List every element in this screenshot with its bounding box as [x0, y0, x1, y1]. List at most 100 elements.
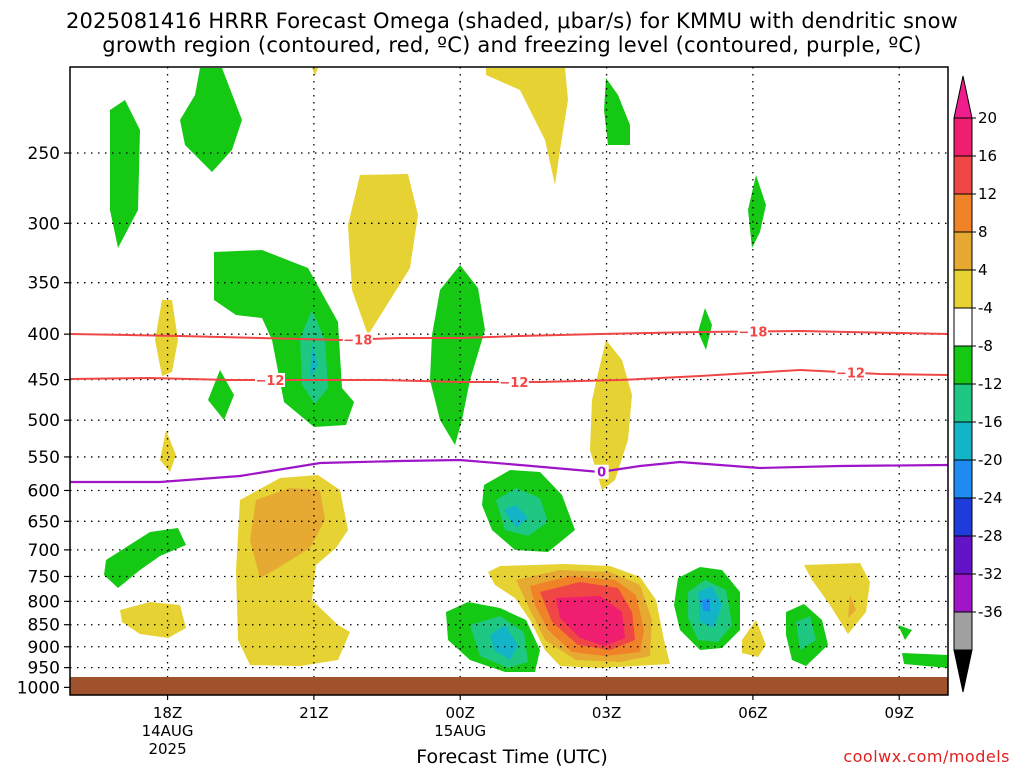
- x-tick-label: 00Z: [446, 704, 475, 722]
- colorbar-label: -24: [978, 489, 1003, 507]
- y-tick-label: 250: [28, 144, 60, 164]
- contour-label-bg: [594, 464, 609, 479]
- colorbar-label: 4: [978, 261, 988, 279]
- y-tick-label: 800: [28, 592, 60, 612]
- x-tick-date: 14AUG: [142, 722, 194, 740]
- colorbar-label: -28: [978, 527, 1003, 545]
- ground-band: [70, 677, 948, 695]
- colorbar-swatch: [953, 269, 973, 309]
- contour-label-bg: [254, 373, 285, 387]
- omega-region: [104, 528, 186, 588]
- colorbar-label: -20: [978, 451, 1003, 469]
- colorbar-swatch: [953, 231, 973, 271]
- y-tick-label: 450: [28, 371, 60, 391]
- colorbar-swatch: [953, 535, 973, 575]
- y-tick-label: 500: [28, 411, 60, 431]
- plot-frame: [69, 66, 949, 696]
- colorbar-swatch: [953, 573, 973, 613]
- omega-region: [490, 625, 518, 660]
- colorbar-swatch: [953, 155, 973, 195]
- colorbar-label: -16: [978, 413, 1003, 431]
- y-tick-label: 350: [28, 274, 60, 294]
- colorbar-swatch: [953, 307, 973, 347]
- y-tick-label: 950: [28, 659, 60, 679]
- omega-region: [180, 68, 242, 172]
- omega-region: [804, 563, 870, 634]
- colorbar-label: 12: [978, 185, 997, 203]
- colorbar: 20 16 12 8 4 -4 -8 -12 -16 -20 -24 -28 -32 -36: [953, 75, 1003, 693]
- y-tick-label: 400: [28, 325, 60, 345]
- omega-region: [796, 616, 816, 650]
- x-tick-label: 03Z: [592, 704, 621, 722]
- y-tick-label: 300: [28, 214, 60, 234]
- omega-region: [590, 340, 632, 490]
- x-tick-date: 15AUG: [434, 722, 486, 740]
- x-tick-label: 06Z: [738, 704, 767, 722]
- chart-title-line1: 2025081416 HRRR Forecast Omega (shaded, …: [65, 9, 959, 33]
- omega-region: [486, 68, 568, 185]
- contour-label: −12: [255, 374, 284, 389]
- x-tick-label: 18Z: [153, 704, 182, 722]
- colorbar-label: -12: [978, 375, 1003, 393]
- chart-title-line2: growth region (contoured, red, ºC) and f…: [102, 33, 922, 57]
- omega-region: [702, 598, 710, 612]
- contour-label: 0: [597, 466, 606, 481]
- y-tick-label: 750: [28, 567, 60, 587]
- colorbar-swatch: [953, 117, 973, 157]
- y-tick-label: 550: [28, 448, 60, 468]
- x-tick-label: 21Z: [299, 704, 328, 722]
- x-tick-year: 2025: [148, 740, 186, 758]
- contour-lines: [69, 329, 949, 484]
- colorbar-swatch: [953, 459, 973, 499]
- omega-region: [155, 300, 178, 376]
- colorbar-swatch: [953, 611, 973, 651]
- omega-region: [120, 602, 186, 638]
- omega-region: [698, 308, 712, 350]
- y-tick-label: 600: [28, 481, 60, 501]
- x-axis-title: Forecast Time (UTC): [416, 746, 608, 768]
- colorbar-label: 8: [978, 223, 988, 241]
- contour-label: −12: [836, 367, 865, 382]
- colorbar-label: -8: [978, 337, 993, 355]
- omega-region: [208, 370, 234, 420]
- omega-shading: [104, 68, 948, 672]
- colorbar-label: 20: [978, 109, 997, 127]
- contour-label-bg: [835, 365, 866, 380]
- omega-region: [160, 430, 176, 472]
- y-axis: 2503003504004505005506006507007508008509…: [17, 144, 70, 698]
- colorbar-label: -36: [978, 603, 1003, 621]
- contour-label-bg: [498, 375, 529, 389]
- contour-label: −18: [738, 325, 767, 340]
- colorbar-label: -32: [978, 565, 1003, 583]
- x-tick-label: 09Z: [885, 704, 914, 722]
- colorbar-swatch: [953, 421, 973, 461]
- omega-region: [110, 100, 140, 248]
- credit-link[interactable]: coolwx.com/models: [843, 747, 1010, 766]
- y-tick-label: 650: [28, 512, 60, 532]
- contour-label-bg: [342, 332, 373, 347]
- omega-region: [748, 175, 766, 248]
- omega-region: [348, 174, 418, 335]
- colorbar-swatch: [953, 497, 973, 537]
- colorbar-bottom-arrow: [953, 649, 973, 693]
- omega-region: [312, 68, 318, 76]
- contour-labels: −18 −18 −12 −12 −12 0: [254, 324, 866, 481]
- colorbar-swatch: [953, 193, 973, 233]
- omega-region: [902, 653, 948, 668]
- omega-region: [430, 265, 485, 445]
- omega-region: [250, 488, 325, 578]
- colorbar-swatch: [953, 383, 973, 423]
- contour-label: −12: [499, 376, 528, 391]
- omega-region: [742, 620, 766, 657]
- omega-region: [898, 625, 912, 640]
- y-tick-label: 700: [28, 541, 60, 561]
- y-tick-label: 850: [28, 616, 60, 636]
- colorbar-swatch: [953, 345, 973, 385]
- omega-region: [604, 78, 630, 145]
- y-tick-label: 900: [28, 638, 60, 658]
- omega-region: [504, 505, 528, 528]
- colorbar-top-arrow: [953, 75, 973, 119]
- omega-region: [556, 596, 625, 646]
